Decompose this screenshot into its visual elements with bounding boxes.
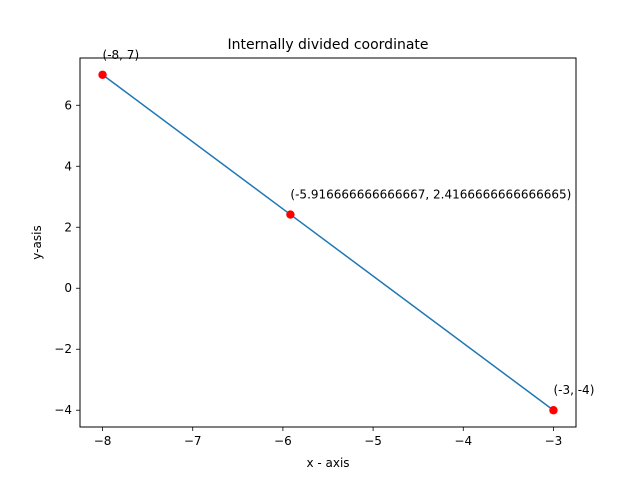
plot-area-frame bbox=[79, 57, 577, 428]
chart-title: Internally divided coordinate bbox=[227, 37, 428, 53]
x-tick-label: −5 bbox=[364, 434, 382, 448]
x-tick-label: −4 bbox=[454, 434, 472, 448]
x-tick-label: −3 bbox=[545, 434, 563, 448]
y-tick-label: 6 bbox=[64, 98, 72, 112]
point-annotation: (-8, 7) bbox=[103, 48, 140, 62]
y-tick-label: 0 bbox=[64, 281, 72, 295]
point-annotation: (-3, -4) bbox=[553, 383, 594, 397]
x-axis-title: x - axis bbox=[306, 456, 349, 470]
y-tick-label: 2 bbox=[64, 220, 72, 234]
data-point-marker bbox=[549, 406, 558, 415]
y-axis: −4 −2 0 2 4 6 bbox=[54, 98, 80, 417]
x-tick-label: −7 bbox=[184, 434, 202, 448]
x-tick-label: −8 bbox=[94, 434, 112, 448]
y-tick-label: 4 bbox=[64, 159, 72, 173]
point-annotation: (-5.916666666666667, 2.4166666666666665) bbox=[290, 188, 571, 202]
series-line bbox=[102, 74, 554, 411]
series-layer bbox=[98, 70, 558, 415]
y-tick-label: −4 bbox=[54, 403, 72, 417]
y-axis-title: y-asis bbox=[30, 225, 44, 259]
annotation-layer: (-8, 7) (-5.916666666666667, 2.4166666666… bbox=[103, 48, 595, 397]
data-point-marker bbox=[286, 210, 295, 219]
data-point-marker bbox=[98, 70, 107, 79]
x-tick-label: −6 bbox=[274, 434, 292, 448]
y-tick-label: −2 bbox=[54, 342, 72, 356]
x-axis: −8 −7 −6 −5 −4 −3 bbox=[94, 427, 563, 448]
